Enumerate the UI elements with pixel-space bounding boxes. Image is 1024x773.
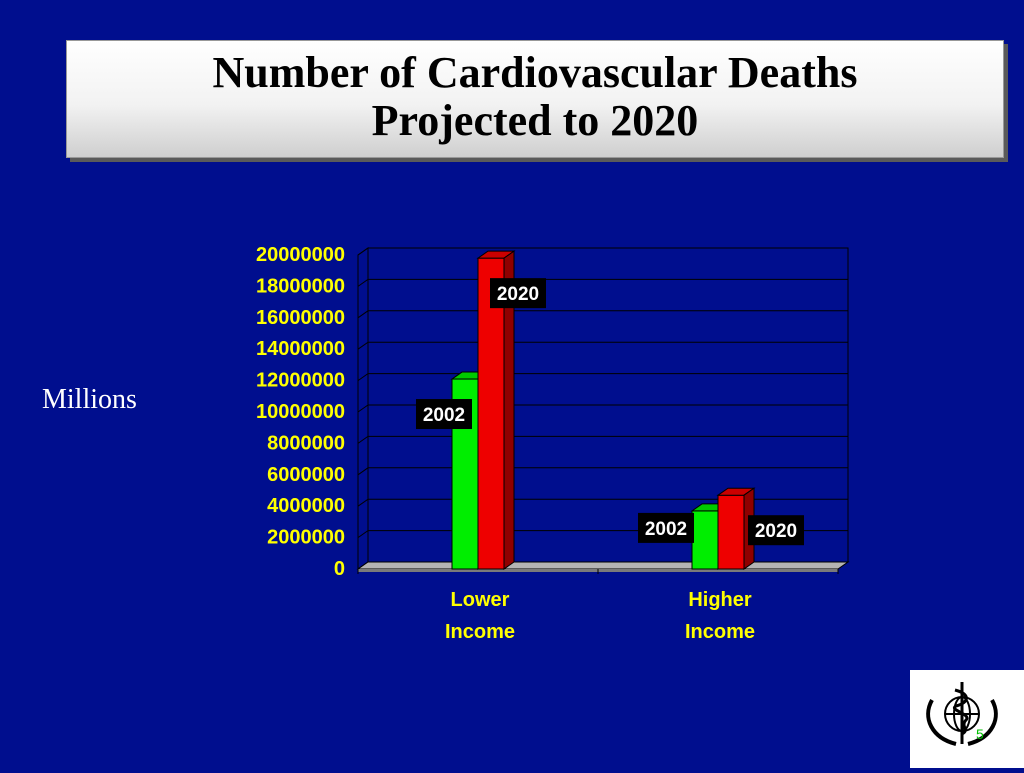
y-axis-unit-label: Millions [42, 384, 137, 415]
data-label-box [748, 515, 804, 546]
slide-title-line-2: Projected to 2020 [371, 96, 699, 145]
gridline [357, 498, 848, 507]
data-label: 2002 [423, 405, 465, 426]
y-tick-label: 4000000 [267, 495, 345, 517]
gridline [357, 278, 848, 287]
y-tick-label: 12000000 [256, 370, 345, 392]
x-tick-label: Income [445, 621, 515, 643]
gridline [357, 310, 848, 319]
bar-2002-higher-income [691, 510, 719, 570]
data-label: 2020 [755, 521, 797, 542]
y-tick-label: 16000000 [256, 307, 345, 329]
data-label-box [490, 278, 546, 309]
data-label: 2002 [645, 519, 687, 540]
y-tick-label: 10000000 [256, 401, 345, 423]
y-tick-label: 18000000 [256, 275, 345, 297]
logo-box [910, 670, 1024, 768]
chart-floor [356, 561, 850, 570]
x-tick-label: Income [685, 621, 755, 643]
data-label-box [416, 399, 472, 430]
x-tick-label: Lower [451, 589, 510, 611]
data-label: 2020 [497, 284, 539, 305]
bar-side-face [503, 250, 515, 570]
gridline [357, 373, 848, 382]
gridline [357, 247, 848, 256]
y-tick-label: 8000000 [267, 432, 345, 454]
title-box: Number of Cardiovascular Deaths Projecte… [66, 40, 1004, 158]
gridline [357, 435, 848, 444]
gridline [357, 341, 848, 350]
slide-title-line-1: Number of Cardiovascular Deaths [212, 48, 858, 97]
y-tick-label: 6000000 [267, 464, 345, 486]
y-tick-label: 2000000 [267, 527, 345, 549]
bar-2020-lower-income [477, 257, 505, 570]
who-emblem-icon [926, 682, 998, 746]
y-tick-label: 14000000 [256, 338, 345, 360]
data-label-box [638, 512, 694, 543]
y-tick-label: 0 [334, 558, 345, 580]
x-tick-label: Higher [688, 589, 752, 611]
bar-2020-higher-income [717, 494, 745, 570]
page-number: 5 [976, 726, 984, 742]
gridline [357, 467, 848, 476]
y-tick-label: 20000000 [256, 244, 345, 266]
gridline [357, 404, 848, 413]
